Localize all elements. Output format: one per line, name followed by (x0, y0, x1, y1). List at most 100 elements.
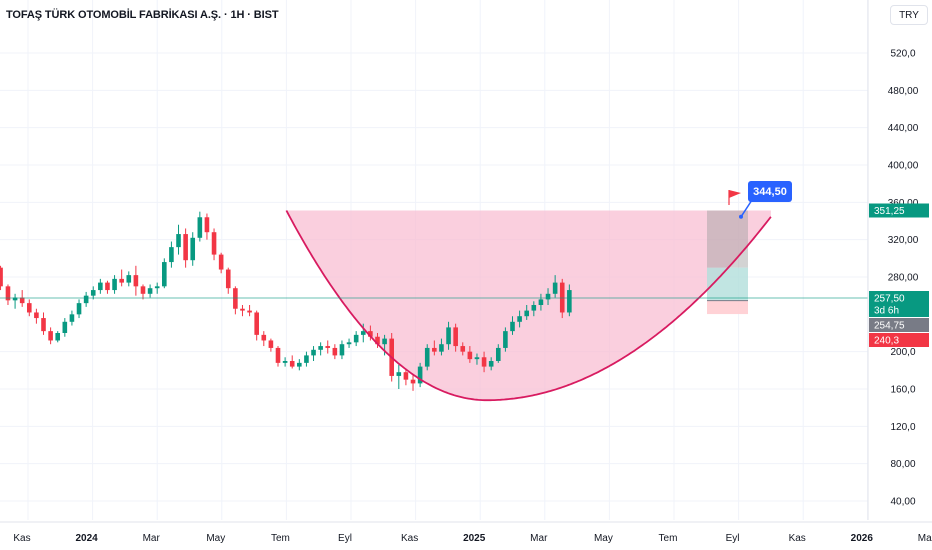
candle-body (268, 340, 274, 348)
cup-pattern-fill (286, 210, 771, 401)
candle (176, 224, 181, 255)
candle (318, 342, 323, 356)
cup-pattern-curve[interactable] (285, 210, 772, 402)
price-tags: 351,25 257,50 3d 6h 254,75 240,3 (869, 203, 929, 347)
candle (240, 305, 245, 317)
candle-body (396, 372, 402, 376)
y-tick-label: 360,00 (888, 198, 919, 209)
candle (83, 291, 89, 307)
candle-body (190, 237, 196, 261)
candle-body (368, 331, 373, 337)
candle (126, 271, 132, 287)
candle (0, 265, 3, 291)
candle (439, 338, 444, 356)
y-tick-label: 520,0 (890, 49, 915, 60)
candle (517, 310, 522, 328)
x-tick-label: Mar (530, 533, 548, 544)
candle (162, 258, 167, 289)
candle-body (517, 316, 522, 322)
candle (304, 351, 309, 367)
position-zones[interactable] (707, 210, 748, 315)
candle (403, 368, 409, 386)
target-callout-box (748, 181, 792, 202)
candle-body (247, 310, 252, 313)
candle-body (424, 347, 430, 367)
candle (19, 290, 25, 307)
candle-body (176, 234, 181, 248)
x-axis[interactable]: Kas 2024 Mar May Tem Eyl Kas 2025 Mar May Tem Eyl Ka… (0, 521, 932, 544)
candle-body (12, 297, 18, 301)
candle (432, 340, 437, 356)
candle (5, 284, 11, 305)
x-tick-label: 2025 (463, 533, 486, 544)
candle (559, 278, 565, 319)
candle (488, 357, 494, 371)
candle-body (204, 217, 210, 233)
currency-button[interactable]: TRY (890, 5, 928, 25)
candle-body (83, 295, 89, 304)
candle (503, 327, 508, 352)
candle-body (140, 286, 146, 294)
candle-body (261, 334, 267, 341)
candle-body (197, 217, 203, 238)
candle (325, 340, 331, 354)
current-price-label: 257,50 (874, 294, 905, 305)
candle-body (382, 338, 387, 345)
stop-price-tag (869, 333, 929, 347)
y-axis-bg (868, 0, 932, 550)
candle (538, 293, 544, 311)
candle-body (339, 344, 345, 356)
current-price-tag (869, 291, 929, 317)
candle-body (332, 347, 338, 356)
candle-body (240, 308, 245, 311)
candle-body (211, 232, 217, 255)
candle (424, 344, 430, 371)
candle (218, 252, 224, 274)
candle-body (275, 347, 281, 363)
symbol-title[interactable]: TOFAŞ TÜRK OTOMOBİL FABRİKASI A.Ş. · 1H … (6, 9, 279, 21)
candle-body (19, 297, 25, 304)
candle-body (360, 331, 366, 335)
candle (261, 331, 267, 347)
candle-body (90, 290, 96, 296)
candle (204, 213, 210, 240)
candle (41, 312, 46, 335)
flag-cloth (729, 190, 741, 198)
target-callout-label: 344,50 (753, 186, 787, 198)
candle (154, 282, 160, 294)
candle (34, 308, 39, 324)
candle (375, 333, 380, 348)
y-axis[interactable]: 520,0 480,00 440,00 400,00 360,00 320,00 280,0… (867, 0, 932, 550)
candle (453, 323, 458, 352)
x-tick-label: Mar (143, 533, 161, 544)
candle (190, 232, 196, 266)
candle-body (552, 282, 558, 294)
candle (410, 374, 416, 391)
y-tick-label: 320,00 (888, 235, 919, 246)
candle-body (98, 282, 103, 291)
candle-body (218, 254, 224, 270)
flag-icon[interactable] (728, 190, 741, 205)
candle-body (304, 355, 309, 363)
candle (460, 342, 466, 356)
candle (368, 325, 373, 341)
candle-body (567, 290, 572, 313)
candle (62, 318, 68, 337)
candle (467, 346, 473, 363)
x-tick-label: Kas (401, 533, 418, 544)
candle (275, 346, 281, 367)
candle (147, 284, 153, 298)
target-callout[interactable]: 344,50 (739, 181, 792, 219)
y-tick-label: 120,0 (890, 422, 915, 433)
target-price-tag (869, 203, 929, 218)
candle-body (467, 351, 473, 360)
candle-body (446, 327, 451, 345)
profit-zone-reached (707, 210, 748, 268)
candle-body (297, 362, 302, 367)
y-tick-label: 200,0 (890, 347, 915, 358)
candle (474, 353, 480, 365)
candle (197, 211, 203, 242)
candle (332, 344, 338, 360)
candle-body (26, 303, 32, 313)
